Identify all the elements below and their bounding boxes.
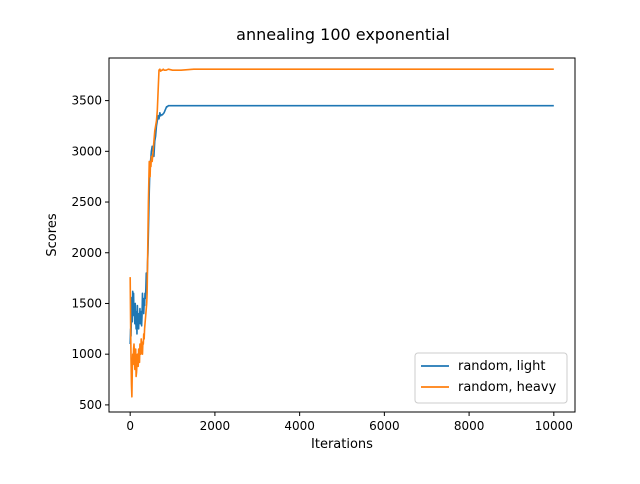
legend: random, light random, heavy xyxy=(414,352,568,404)
y-tick-label: 2500 xyxy=(71,195,102,209)
x-tick-label: 0 xyxy=(126,419,134,433)
y-tick-label: 1500 xyxy=(71,296,102,310)
y-tick-label: 3500 xyxy=(71,94,102,108)
y-axis-ticks: 500 1000 1500 2000 2500 3000 3500 xyxy=(71,94,109,412)
x-tick-label: 4000 xyxy=(284,419,315,433)
x-axis-ticks: 0 2000 4000 6000 8000 10000 xyxy=(126,412,573,433)
axes-frame xyxy=(108,57,576,413)
chart-title: annealing 100 exponential xyxy=(236,25,450,44)
series-line-random-heavy xyxy=(129,68,554,398)
x-axis-label: Iterations xyxy=(311,437,373,452)
x-tick-label: 8000 xyxy=(454,419,485,433)
y-axis-label: Scores xyxy=(45,213,60,256)
x-tick-label: 2000 xyxy=(200,419,231,433)
y-tick-label: 1000 xyxy=(71,347,102,361)
y-tick-label: 3000 xyxy=(71,144,102,158)
plot-lines xyxy=(129,68,554,398)
x-tick-label: 6000 xyxy=(369,419,400,433)
legend-box xyxy=(414,352,568,404)
legend-label-random-heavy: random, heavy xyxy=(458,380,557,395)
x-tick-label: 10000 xyxy=(535,419,573,433)
y-tick-label: 2000 xyxy=(71,246,102,260)
legend-label-random-light: random, light xyxy=(458,359,546,374)
y-tick-label: 500 xyxy=(79,398,102,412)
